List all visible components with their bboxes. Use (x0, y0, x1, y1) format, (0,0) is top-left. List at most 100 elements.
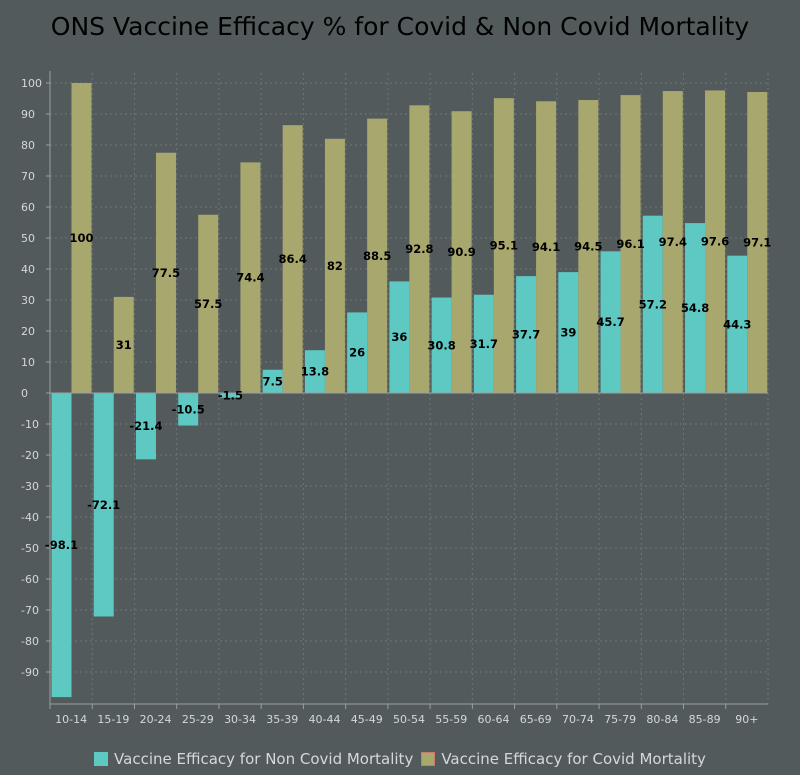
data-label-covid: 86.4 (278, 252, 306, 266)
data-label-covid: 94.1 (532, 240, 560, 254)
y-tick-label: -40 (21, 511, 39, 524)
data-label-non-covid: -98.1 (45, 538, 78, 552)
y-tick-label: -70 (21, 604, 39, 617)
y-tick-label: -90 (21, 666, 39, 679)
x-tick-label: 70-74 (562, 713, 594, 726)
y-tick-label: 100 (21, 77, 42, 90)
data-label-covid: 97.6 (701, 235, 729, 249)
x-tick-label: 40-44 (309, 713, 341, 726)
legend-item-non-covid[interactable]: Vaccine Efficacy for Non Covid Mortality (94, 750, 413, 768)
data-label-non-covid: -21.4 (129, 419, 162, 433)
y-tick-label: -50 (21, 542, 39, 555)
bar-covid (578, 100, 599, 394)
x-tick-label: 45-49 (351, 713, 383, 726)
bar-non-covid (93, 393, 114, 617)
data-label-covid: 57.5 (194, 297, 222, 311)
data-label-non-covid: 31.7 (470, 337, 498, 351)
data-label-non-covid: 7.5 (262, 374, 282, 388)
legend-swatch-non-covid (94, 752, 109, 766)
y-tick-label: -20 (21, 449, 39, 462)
data-label-covid: 31 (116, 338, 132, 352)
y-tick-label: 40 (21, 263, 35, 276)
legend: Vaccine Efficacy for Non Covid Mortality… (0, 750, 800, 768)
data-label-non-covid: -1.5 (218, 388, 243, 402)
y-tick-label: 50 (21, 232, 35, 245)
bar-non-covid (558, 272, 579, 393)
bar-covid (620, 95, 641, 393)
bar-non-covid (685, 223, 706, 393)
bar-covid (493, 98, 514, 393)
chart-title: ONS Vaccine Efficacy % for Covid & Non C… (50, 12, 750, 41)
x-tick-label: 50-54 (393, 713, 425, 726)
bar-covid (409, 105, 430, 393)
data-label-non-covid: 54.8 (681, 301, 709, 315)
x-tick-label: 75-79 (604, 713, 636, 726)
bar-covid (662, 91, 683, 393)
data-label-non-covid: 37.7 (512, 328, 540, 342)
bar-covid (71, 83, 92, 393)
data-label-non-covid: 44.3 (723, 317, 751, 331)
data-label-non-covid: -72.1 (87, 498, 120, 512)
x-tick-label: 55-59 (435, 713, 467, 726)
data-label-covid: 92.8 (405, 242, 433, 256)
data-label-covid: 97.1 (743, 235, 771, 249)
data-label-covid: 96.1 (616, 237, 644, 251)
y-tick-label: 10 (21, 356, 35, 369)
x-tick-label: 60-64 (477, 713, 509, 726)
bar-covid (747, 91, 768, 394)
x-tick-label: 65-69 (520, 713, 552, 726)
x-tick-label: 30-34 (224, 713, 256, 726)
y-tick-label: 20 (21, 325, 35, 338)
x-tick-label: 80-84 (646, 713, 678, 726)
data-label-non-covid: 26 (349, 346, 365, 360)
bar-non-covid (304, 350, 325, 393)
data-label-covid: 77.5 (152, 266, 180, 280)
x-tick-label: 25-29 (182, 713, 214, 726)
y-tick-label: 60 (21, 201, 35, 214)
bar-covid (113, 296, 134, 393)
bar-covid (451, 111, 472, 394)
legend-swatch-covid (421, 752, 436, 766)
data-label-non-covid: 30.8 (427, 338, 455, 352)
y-tick-label: -10 (21, 418, 39, 431)
y-tick-label: -60 (21, 573, 39, 586)
bar-non-covid (516, 276, 537, 393)
y-tick-label: 0 (21, 387, 28, 400)
y-tick-label: 70 (21, 170, 35, 183)
bar-non-covid (178, 393, 199, 426)
y-tick-label: 30 (21, 294, 35, 307)
legend-item-covid[interactable]: Vaccine Efficacy for Covid Mortality (421, 750, 706, 768)
data-label-non-covid: 39 (560, 326, 576, 340)
bar-non-covid (389, 281, 410, 393)
data-label-non-covid: 36 (391, 330, 407, 344)
x-tick-label: 20-24 (140, 713, 172, 726)
data-label-covid: 94.5 (574, 240, 602, 254)
data-label-non-covid: 57.2 (639, 297, 667, 311)
bar-covid (536, 101, 557, 393)
data-label-non-covid: -10.5 (172, 402, 205, 416)
bar-covid (367, 118, 388, 394)
bar-non-covid (135, 393, 156, 460)
data-label-covid: 90.9 (447, 245, 475, 259)
bar-covid (705, 90, 726, 393)
legend-label-covid: Vaccine Efficacy for Covid Mortality (441, 750, 706, 768)
bar-non-covid (431, 297, 452, 393)
bar-non-covid (642, 215, 663, 393)
data-label-covid: 82 (327, 259, 343, 273)
bar-covid (155, 152, 176, 393)
data-label-non-covid: 45.7 (596, 315, 624, 329)
bar-non-covid (51, 393, 72, 698)
legend-label-non-covid: Vaccine Efficacy for Non Covid Mortality (114, 750, 414, 768)
data-label-covid: 95.1 (490, 239, 518, 253)
data-label-non-covid: 13.8 (301, 365, 329, 379)
data-label-covid: 97.4 (659, 235, 687, 249)
x-tick-label: 85-89 (689, 713, 721, 726)
bar-non-covid (600, 251, 621, 393)
x-tick-label: 35-39 (266, 713, 298, 726)
bar-non-covid (262, 369, 283, 393)
bar-covid (324, 138, 345, 393)
y-tick-label: 90 (21, 108, 35, 121)
bar-covid (240, 162, 261, 393)
